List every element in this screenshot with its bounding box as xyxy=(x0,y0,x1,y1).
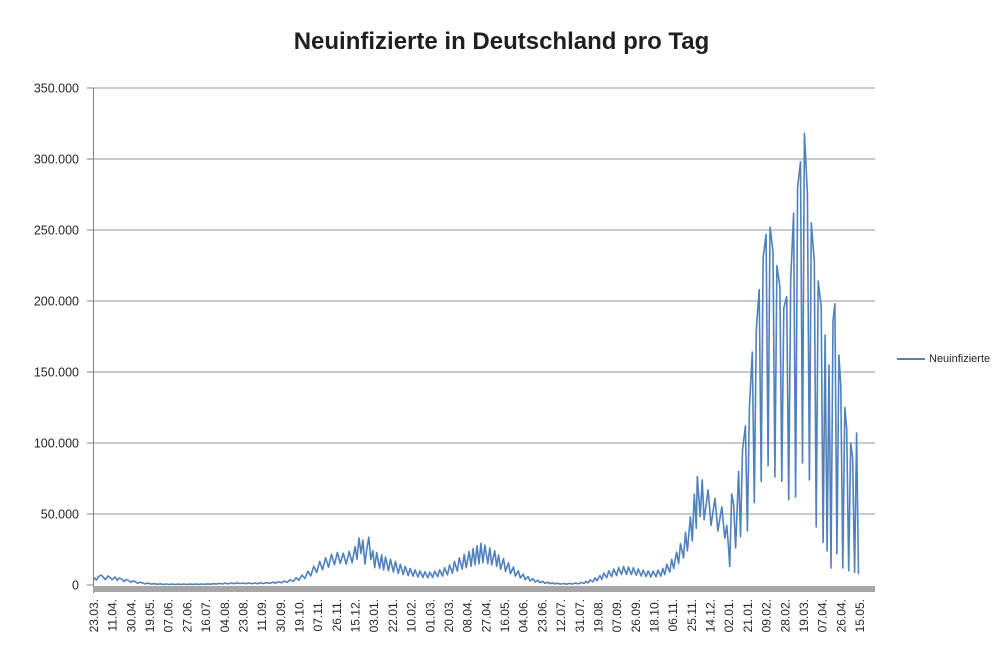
x-tick-label: 26.09. xyxy=(629,599,643,632)
x-tick-label: 08.04. xyxy=(461,599,475,632)
legend-line-swatch xyxy=(897,358,925,360)
x-tick-label: 20.03. xyxy=(442,599,456,632)
x-tick-label: 19.05. xyxy=(143,599,157,632)
x-tick-label: 11.09. xyxy=(255,599,269,631)
x-tick-label: 19.08. xyxy=(591,599,605,632)
x-tick-label: 23.03. xyxy=(87,599,101,632)
x-tick-label: 10.02. xyxy=(405,599,419,632)
x-tick-label: 30.04. xyxy=(124,599,138,632)
x-tick-label: 26.04. xyxy=(834,599,848,632)
x-tick-label: 27.06. xyxy=(180,599,194,632)
x-tick-label: 04.06. xyxy=(517,599,531,632)
x-tick-label: 03.01. xyxy=(367,599,381,632)
x-tick-label: 30.09. xyxy=(274,599,288,632)
x-tick-label: 14.12. xyxy=(704,599,718,632)
legend-label: Neuinfizierte xyxy=(929,353,991,365)
x-tick-label: 27.04. xyxy=(479,599,493,632)
x-tick-label: 15.12. xyxy=(349,599,363,632)
x-tick-label: 19.10. xyxy=(293,599,307,632)
x-tick-label: 22.01. xyxy=(386,599,400,632)
y-tick-label: 350.000 xyxy=(34,82,79,96)
x-tick-label: 06.11. xyxy=(666,599,680,631)
x-tick-label: 21.01. xyxy=(741,599,755,632)
y-tick-label: 200.000 xyxy=(34,295,79,309)
x-tick-label: 16.07. xyxy=(199,599,213,632)
x-tick-label: 07.11. xyxy=(311,599,325,631)
y-tick-label: 0 xyxy=(72,579,79,593)
x-tick-label: 02.01. xyxy=(722,599,736,632)
legend: Neuinfizierte xyxy=(897,353,990,365)
x-tick-label: 26.11. xyxy=(330,599,344,631)
x-tick-label: 23.08. xyxy=(237,599,251,632)
x-tick-label: 31.07. xyxy=(573,599,587,632)
x-tick-label: 12.07. xyxy=(554,599,568,632)
x-tick-label: 25.11. xyxy=(685,599,699,631)
x-tick-label: 15.05. xyxy=(853,599,867,632)
x-tick-label: 07.06. xyxy=(162,599,176,632)
x-tick-label: 19.03. xyxy=(797,599,811,632)
chart-title: Neuinfizierte in Deutschland pro Tag xyxy=(293,28,710,55)
y-tick-label: 150.000 xyxy=(34,366,79,380)
y-tick-label: 250.000 xyxy=(34,224,79,238)
x-tick-label: 23.06. xyxy=(535,599,549,632)
x-tick-label: 11.04. xyxy=(106,599,120,631)
x-tick-label: 07.04. xyxy=(816,599,830,632)
y-tick-label: 300.000 xyxy=(34,153,79,167)
x-tick-label: 28.02. xyxy=(778,599,792,632)
series-line-neuinfizierte xyxy=(92,132,860,586)
x-tick-label: 01.03. xyxy=(423,599,437,632)
x-tick-label: 18.10. xyxy=(648,599,662,632)
y-tick-label: 100.000 xyxy=(34,437,79,451)
y-tick-label: 50.000 xyxy=(41,508,79,522)
x-axis-bar xyxy=(93,586,875,592)
x-tick-label: 16.05. xyxy=(498,599,512,632)
x-tick-label: 04.08. xyxy=(218,599,232,632)
x-tick-label: 07.09. xyxy=(610,599,624,632)
x-tick-label: 09.02. xyxy=(760,599,774,632)
